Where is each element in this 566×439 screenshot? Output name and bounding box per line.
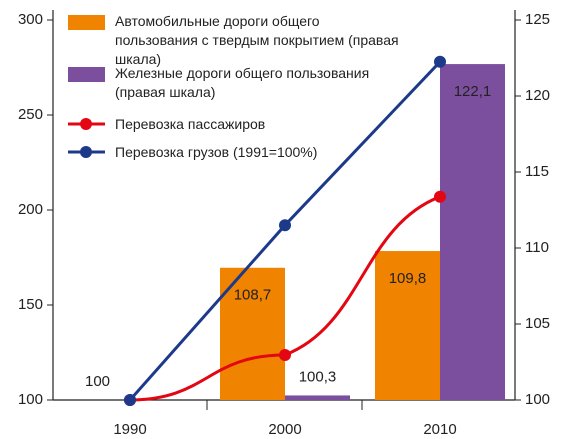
bar xyxy=(220,267,285,400)
legend-swatch xyxy=(68,67,105,82)
legend-label: Перевозка грузов (1991=100%) xyxy=(115,144,318,160)
x-tick-label: 2010 xyxy=(423,421,456,438)
x-tick-label: 2000 xyxy=(268,421,301,438)
legend-dot xyxy=(80,118,92,130)
value-label: 100,3 xyxy=(299,368,337,385)
legend-label: Железные дороги общего пользования (прав… xyxy=(115,65,370,100)
bar xyxy=(440,64,505,400)
line-point xyxy=(124,394,136,406)
y2-tick-label: 115 xyxy=(525,163,549,180)
y2-tick-label: 120 xyxy=(525,87,550,104)
line-point xyxy=(434,190,446,203)
line-point xyxy=(279,348,291,361)
legend-swatch xyxy=(68,15,105,30)
value-label: 108,7 xyxy=(234,287,272,304)
y-tick-label: 300 xyxy=(18,11,43,28)
legend-label: Перевозка пассажиров xyxy=(115,116,266,132)
y-tick-label: 100 xyxy=(18,391,43,408)
bar xyxy=(285,395,350,400)
value-label: 100 xyxy=(85,373,110,390)
y2-tick-label: 125 xyxy=(525,11,550,28)
bar xyxy=(375,251,440,400)
y2-tick-label: 100 xyxy=(525,391,550,408)
value-label: 122,1 xyxy=(454,83,492,100)
x-tick-label: 1990 xyxy=(113,421,146,438)
y2-tick-label: 110 xyxy=(525,239,549,256)
legend-label: Автомобильные дороги общего пользования … xyxy=(115,13,399,67)
line-point xyxy=(434,55,446,68)
legend-dot xyxy=(80,146,92,158)
y-tick-label: 150 xyxy=(18,296,43,313)
y2-tick-label: 105 xyxy=(525,315,550,332)
y-tick-label: 200 xyxy=(18,201,43,218)
value-label: 109,8 xyxy=(389,270,427,287)
line-point xyxy=(279,219,291,232)
y-tick-label: 250 xyxy=(18,106,43,123)
